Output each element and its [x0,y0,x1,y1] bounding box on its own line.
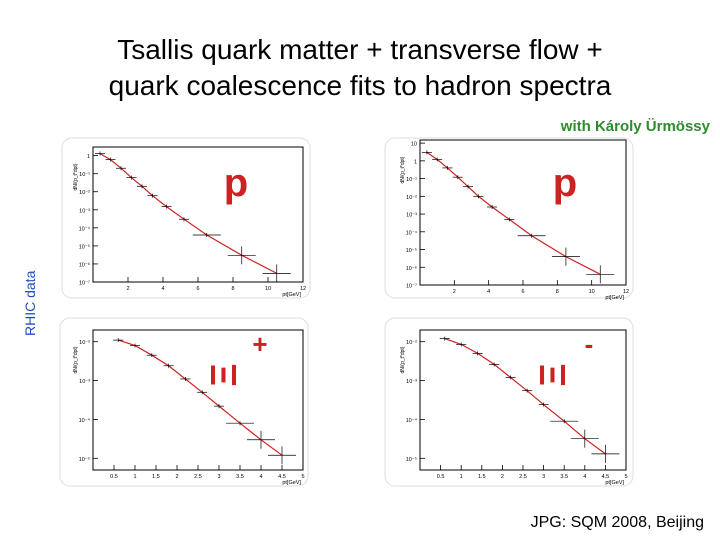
y-tick-label: 10⁻⁴ [79,417,91,424]
x-tick-label: 4.5 [602,474,610,480]
slide-title: Tsallis quark matter + transverse flow +… [0,32,720,104]
x-tick-label: 4 [161,286,164,292]
y-axis-label: dN/(p_t*dpt) [400,346,406,373]
x-tick-label: 5 [624,474,627,480]
slide-title-line1: Tsallis quark matter + transverse flow + [117,34,603,65]
y-tick-label: 10⁻⁷ [406,283,417,290]
x-tick-label: 1.5 [152,474,160,480]
particle-label: Ξ [203,363,244,386]
y-tick-label: 10⁻³ [79,379,90,385]
y-tick-label: 10⁻⁵ [406,247,417,254]
plot-area [92,329,304,471]
x-tick-label: 3 [542,474,545,480]
y-tick-label: 1 [87,154,90,160]
x-tick-label: 8 [556,289,559,295]
plot-area [419,329,627,471]
y-tick-label: 10⁻² [406,340,417,346]
particle-label: Ξ [532,363,573,386]
y-tick-label: 10⁻¹ [406,177,417,183]
x-axis-label: pt[GeV] [605,295,624,301]
chart-panel-1: 1 10⁻¹ 10⁻² 10⁻³ 10⁻⁴ 10⁻⁵ 10⁻⁶ 10⁻⁷ 2 4 6 8 10 12 dN/… [61,137,311,299]
slide-title-line2: quark coalescence fits to hadron spectra [108,70,612,101]
y-tick-label: 10⁻² [79,340,90,346]
fit-curve [444,338,606,455]
x-tick-label: 3.5 [236,474,244,480]
y-tick-label: 10⁻⁵ [79,243,90,250]
chart-panel-2: 10 1 10⁻¹ 10⁻² 10⁻³ 10⁻⁴ 10⁻⁵ 10⁻⁶ 10⁻⁷ 2 4 6 8 10 12 d… [384,137,634,301]
x-tick-label: 2.5 [519,474,527,480]
chart-panel-4: 10⁻² 10⁻³ 10⁻⁴ 10⁻⁵ 0.5 1 1.5 2 2.5 3 3.5 4 4.5 5 dN/(… [384,317,634,487]
x-axis-label: pt[GeV] [605,480,624,486]
x-tick-label: 0.5 [437,474,445,480]
y-tick-label: 10⁻² [406,195,417,201]
x-tick-label: 12 [300,286,306,292]
x-tick-label: 1.5 [478,474,486,480]
fit-curve [118,339,283,456]
y-axis-label: dN/(p_t*dpt) [73,346,79,373]
x-tick-label: 3 [217,474,220,480]
particle-charge-label: - [585,329,594,359]
x-tick-label: 6 [196,286,199,292]
y-tick-label: 10 [411,142,417,148]
x-tick-label: 10 [589,289,595,295]
x-tick-label: 1 [460,474,463,480]
x-tick-label: 4 [259,474,262,480]
x-tick-label: 2 [453,289,456,295]
y-axis-label: dN/(p_t*dpt) [400,156,406,183]
x-tick-label: 2 [501,474,504,480]
y-tick-label: 10⁻⁴ [406,229,418,236]
particle-label: p [553,161,577,205]
x-axis-label: pt[GeV] [282,292,301,298]
x-axis-label: pt[GeV] [282,480,301,486]
plot-area [419,139,627,286]
x-tick-label: 2 [126,286,129,292]
plot-area [92,146,304,283]
x-tick-label: 4.5 [278,474,286,480]
x-tick-label: 6 [521,289,524,295]
y-tick-label: 10⁻⁴ [406,417,418,424]
chart-panel-3: 10⁻² 10⁻³ 10⁻⁴ 10⁻⁵ 0.5 1 1.5 2 2.5 3 3.5 4 4.5 5 dN/(… [59,317,309,487]
y-tick-label: 10⁻⁶ [406,265,417,272]
x-tick-label: 0.5 [110,474,118,480]
y-tick-label: 10⁻⁷ [79,280,90,287]
y-tick-label: 10⁻⁶ [79,261,90,268]
x-tick-label: 2 [175,474,178,480]
x-tick-label: 8 [231,286,234,292]
x-tick-label: 5 [301,474,304,480]
y-axis-label: dN/(p_t*dpt) [73,163,79,190]
x-tick-label: 4 [487,289,490,295]
x-tick-label: 1 [133,474,136,480]
y-tick-label: 10⁻³ [406,213,417,219]
y-tick-label: 1 [414,159,417,165]
y-tick-label: 10⁻² [79,190,90,196]
x-tick-label: 12 [623,289,629,295]
x-tick-label: 3.5 [560,474,568,480]
x-tick-label: 4 [583,474,586,480]
y-tick-label: 10⁻⁵ [79,456,90,463]
credit-text: with Károly Ürmössy [560,118,710,135]
footer-citation: JPG: SQM 2008, Beijing [530,514,704,531]
x-tick-label: 2.5 [194,474,202,480]
y-tick-label: 10⁻¹ [79,172,90,178]
particle-charge-label: + [252,329,267,359]
y-tick-label: 10⁻³ [79,208,90,214]
y-tick-label: 10⁻³ [406,379,417,385]
y-tick-label: 10⁻⁵ [406,456,417,463]
particle-label: p [224,161,248,205]
y-tick-label: 10⁻⁴ [79,225,91,232]
x-tick-label: 10 [265,286,271,292]
